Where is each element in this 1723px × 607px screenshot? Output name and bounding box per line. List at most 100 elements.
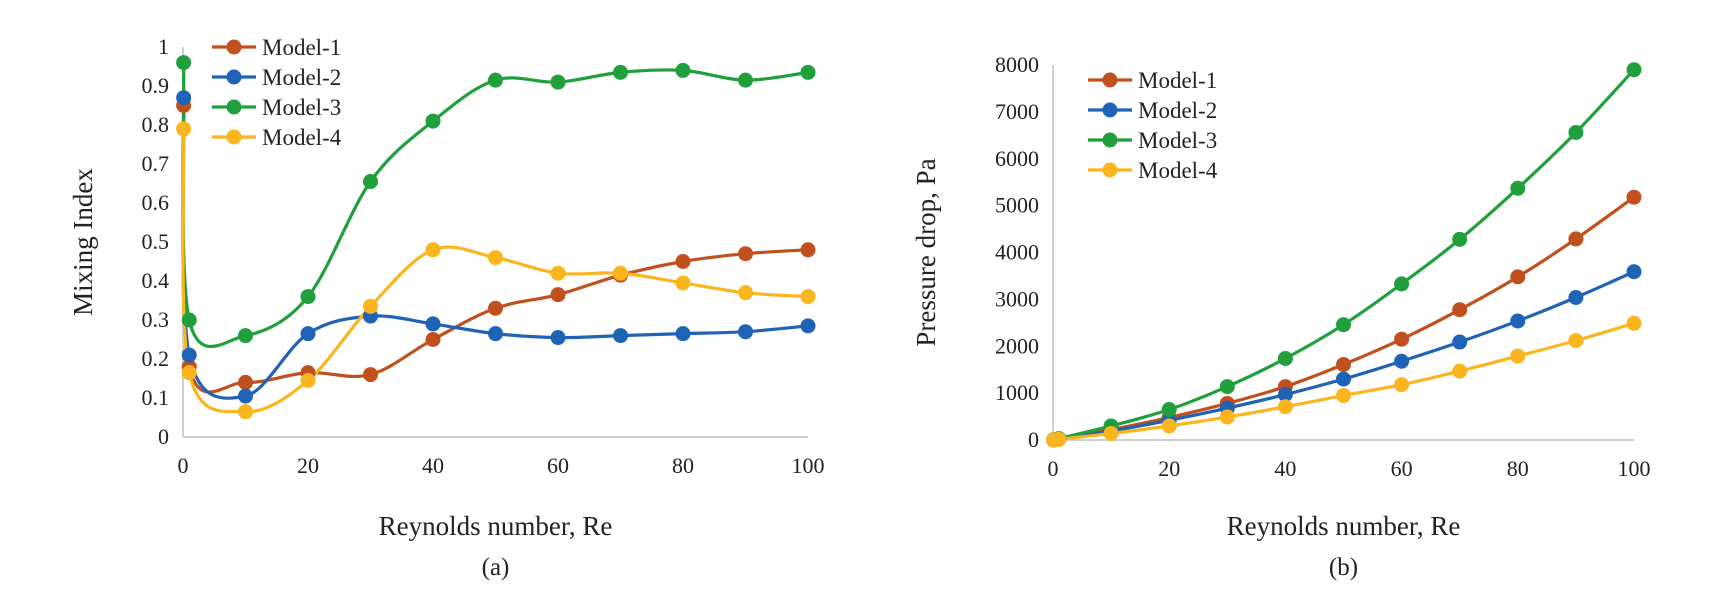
data-point-model-1 [738, 246, 753, 262]
x-tick-label: 40 [1274, 456, 1296, 481]
data-point-model-3 [1336, 317, 1351, 333]
x-tick-label: 80 [672, 453, 694, 478]
x-tick-label: 0 [178, 453, 189, 478]
x-tick-label: 60 [547, 453, 569, 478]
legend: Model-1 Model-2 Model-3 Model-4 [212, 35, 342, 150]
data-point-model-3 [675, 62, 691, 78]
data-point-model-1 [550, 287, 566, 303]
legend: Model-1 Model-2 Model-3 Model-4 [1088, 68, 1218, 183]
data-point-model-4 [1568, 333, 1584, 349]
legend-label: Model-2 [262, 65, 341, 90]
legend-label: Model-1 [1138, 68, 1217, 93]
data-point-model-3 [738, 72, 753, 88]
data-point-model-4 [675, 275, 691, 291]
y-tick-label: 0 [158, 424, 169, 449]
data-point-model-1 [488, 300, 503, 316]
y-tick-label: 6000 [995, 146, 1039, 171]
y-tick-label: 0.6 [142, 190, 170, 215]
data-point-model-4 [738, 285, 753, 301]
data-point-model-4 [488, 250, 503, 266]
data-point-model-3 [1394, 276, 1410, 292]
legend-swatch-marker [1102, 162, 1118, 178]
y-axis-label: Pressure drop, Pa [911, 158, 941, 346]
data-point-model-1 [800, 242, 816, 258]
y-tick-label: 8000 [995, 52, 1039, 77]
panel-label: (b) [1329, 554, 1358, 581]
data-point-model-3 [176, 55, 192, 71]
x-tick-label: 100 [1618, 456, 1651, 481]
y-tick-label: 0.1 [142, 385, 170, 410]
data-point-model-3 [1277, 350, 1293, 366]
data-point-model-4 [1051, 431, 1067, 447]
data-point-model-4 [176, 121, 192, 137]
legend-label: Model-4 [1138, 158, 1218, 183]
data-point-model-4 [1394, 377, 1410, 393]
data-point-model-4 [1626, 315, 1642, 331]
data-point-model-2 [238, 388, 253, 404]
data-point-model-2 [181, 347, 197, 363]
legend-item: Model-1 [1088, 68, 1217, 93]
y-tick-label: 0.8 [142, 112, 170, 137]
data-point-model-1 [363, 367, 378, 383]
y-tick-label: 3000 [995, 286, 1039, 311]
data-point-model-1 [675, 254, 691, 269]
data-point-model-4 [1103, 425, 1119, 441]
data-point-model-3 [238, 328, 253, 344]
y-tick-label: 5000 [995, 193, 1039, 218]
panel-label: (a) [482, 554, 510, 581]
legend-item: Model-4 [1088, 158, 1218, 183]
data-point-model-3 [425, 113, 441, 129]
legend-item: Model-2 [1088, 98, 1217, 123]
legend-item: Model-3 [1088, 128, 1217, 153]
data-point-model-2 [613, 328, 628, 344]
data-point-model-4 [800, 289, 816, 305]
data-point-model-2 [1510, 313, 1526, 329]
x-tick-label: 0 [1048, 456, 1059, 481]
data-point-model-4 [1219, 409, 1235, 425]
data-point-model-4 [550, 265, 566, 281]
legend-item: Model-3 [212, 95, 341, 120]
chart-panel-a: 0 0.1 0.2 0.3 0.4 0.5 0.6 0.7 0.8 0.9 1 0 20 40 60 80 10… [68, 34, 825, 581]
data-point-model-2 [300, 326, 316, 342]
x-tick-label: 20 [1158, 456, 1180, 481]
data-point-model-1 [238, 374, 253, 390]
y-tick-label: 1000 [995, 380, 1039, 405]
y-axis-label: Mixing Index [68, 168, 98, 316]
legend-label: Model-3 [1138, 128, 1217, 153]
data-point-model-2 [800, 318, 816, 334]
data-point-model-3 [1161, 402, 1177, 418]
data-point-model-3 [550, 74, 566, 90]
data-point-model-3 [1568, 125, 1584, 140]
legend-swatch-marker [226, 39, 242, 55]
plot-area [1046, 62, 1642, 448]
data-point-model-2 [1568, 290, 1584, 305]
y-tick-label: 0.2 [142, 346, 170, 371]
data-point-model-4 [613, 265, 628, 281]
data-point-model-2 [1277, 387, 1293, 403]
data-point-model-3 [1219, 379, 1235, 395]
legend-swatch-marker [226, 99, 242, 115]
data-point-model-4 [300, 372, 316, 388]
data-point-model-3 [363, 174, 378, 190]
data-point-model-4 [1452, 363, 1468, 379]
x-tick-label: 60 [1391, 456, 1413, 481]
x-tick-label: 40 [422, 453, 444, 478]
legend-swatch-marker [226, 129, 242, 145]
data-point-model-1 [1452, 302, 1468, 318]
legend-swatch-marker [1102, 72, 1118, 88]
data-point-model-3 [613, 64, 628, 80]
y-tick-label: 0.4 [142, 268, 170, 293]
y-tick-label: 0.7 [142, 151, 170, 176]
data-point-model-2 [1626, 264, 1642, 280]
x-tick-label: 80 [1507, 456, 1529, 481]
data-point-model-2 [176, 90, 192, 106]
data-point-model-1 [1510, 269, 1526, 285]
data-point-model-2 [550, 330, 566, 346]
y-tick-label: 0.3 [142, 307, 170, 332]
data-point-model-2 [488, 326, 503, 342]
data-point-model-4 [1510, 348, 1526, 364]
data-point-model-3 [300, 289, 316, 305]
legend-label: Model-2 [1138, 98, 1217, 123]
plot-area [176, 55, 816, 420]
